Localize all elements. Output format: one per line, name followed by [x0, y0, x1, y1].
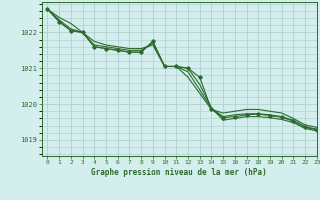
X-axis label: Graphe pression niveau de la mer (hPa): Graphe pression niveau de la mer (hPa) — [91, 168, 267, 177]
